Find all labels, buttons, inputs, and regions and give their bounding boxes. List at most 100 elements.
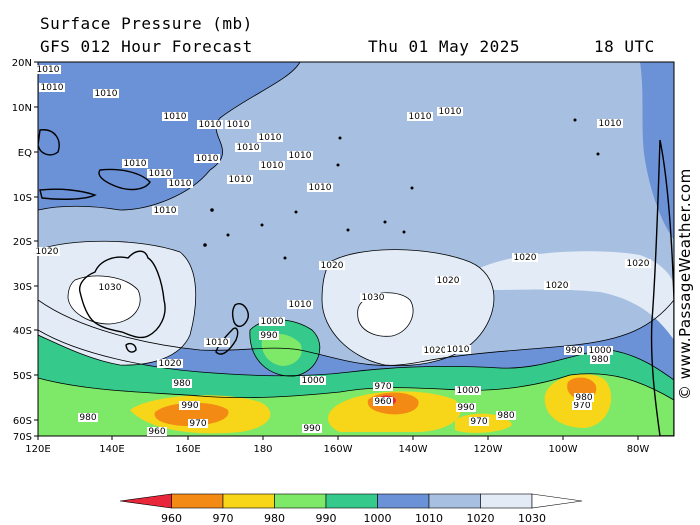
- isobar-label: 1030: [362, 293, 385, 303]
- isobar-label: 980: [575, 393, 592, 403]
- isobar-label: 970: [189, 419, 206, 429]
- isobar-label: 1020: [424, 346, 447, 356]
- isobar-label: 980: [497, 411, 514, 421]
- isobar-label: 1010: [41, 83, 64, 93]
- isobar-label: 1020: [437, 276, 460, 286]
- isobar-label: 1010: [149, 169, 172, 179]
- colorbar-level: 1010: [415, 512, 443, 525]
- coastlines: [38, 129, 674, 436]
- isobar-label: 1010: [237, 143, 260, 153]
- isobar-label: 1010: [599, 119, 622, 129]
- lat-label: 30S: [13, 282, 32, 293]
- colorbar-swatch: [480, 493, 533, 509]
- south-america: [650, 139, 674, 436]
- colorbar-level: 960: [161, 512, 182, 525]
- lat-label: 20N: [12, 58, 32, 69]
- isobar-label: 1010: [37, 65, 60, 75]
- lat-label: 40S: [13, 326, 32, 337]
- isobar-label: 1010: [261, 161, 284, 171]
- new-guinea: [98, 168, 151, 191]
- colorbar-level: 1000: [364, 512, 392, 525]
- isobar-label: 1020: [159, 359, 182, 369]
- isobar-label: 1010: [439, 107, 462, 117]
- low-nz-980: [261, 333, 302, 366]
- isobar-label: 1010: [447, 345, 470, 355]
- lat-label: 70S: [13, 432, 32, 443]
- lon-label: 120E: [25, 444, 50, 455]
- isobar-label: 1010: [95, 89, 118, 99]
- lat-label: EQ: [18, 148, 32, 159]
- isobar-label: 1020: [627, 259, 650, 269]
- forecast-date: Thu 01 May 2025: [368, 37, 520, 56]
- pressure-field: [38, 62, 674, 436]
- isobar-label: 1020: [36, 247, 59, 257]
- isobar-label: 970: [470, 417, 487, 427]
- isobar-label: 1010: [409, 112, 432, 122]
- band-1000-1010-tropics: [38, 62, 300, 210]
- isobar-label: 1010: [289, 151, 312, 161]
- colorbar-swatch: [274, 493, 327, 509]
- colorbar-swatch: [171, 493, 224, 509]
- colorbar-swatch: [119, 493, 172, 509]
- lon-label: 160W: [324, 444, 353, 455]
- isobar-label: 970: [573, 401, 590, 411]
- isobar-label: 1000: [457, 386, 480, 396]
- isobar-label: 980: [173, 379, 190, 389]
- isobar-label: 1010: [206, 338, 229, 348]
- lat-label: 60S: [13, 416, 32, 427]
- isobar-label: 1010: [259, 133, 282, 143]
- isobar-label: 990: [565, 346, 582, 356]
- indonesia: [39, 188, 97, 200]
- isobar-label: 1010: [124, 159, 147, 169]
- isobar-label: 1000: [302, 376, 325, 386]
- colorbar-swatch: [531, 493, 583, 509]
- lon-label: 100W: [549, 444, 578, 455]
- colorbar-level: 990: [316, 512, 337, 525]
- isobar-label: 990: [181, 401, 198, 411]
- isobar-label: 960: [374, 397, 391, 407]
- isobar-label: 1020: [514, 253, 537, 263]
- isobar-label: 1010: [164, 112, 187, 122]
- band-1000-1010-east: [640, 62, 674, 240]
- isobar-label: 980: [79, 413, 96, 423]
- isobar-label: 1010: [169, 179, 192, 189]
- forecast-subtitle: GFS 012 Hour Forecast: [40, 37, 253, 56]
- isobar-label: 1000: [261, 317, 284, 327]
- colorbar-swatch: [428, 493, 481, 509]
- islands: [203, 118, 600, 260]
- isobar-label: 1010: [227, 120, 250, 130]
- colorbar-swatch: [325, 493, 378, 509]
- lat-label: 20S: [13, 237, 32, 248]
- lon-label: 160E: [175, 444, 200, 455]
- latitude-axis: 20N 10N EQ 10S 20S 30S 40S 50S 60S 70S: [12, 58, 38, 443]
- isobar-label: 990: [303, 424, 320, 434]
- isobar-label: 990: [457, 403, 474, 413]
- isobar-label: 970: [374, 382, 391, 392]
- lon-label: 120W: [474, 444, 503, 455]
- high-core-central: [357, 292, 414, 337]
- colorbar-swatch: [377, 493, 430, 509]
- colorbar-level: 970: [213, 512, 234, 525]
- forecast-time: 18 UTC: [594, 37, 655, 56]
- longitude-axis: 120E 140E 160E 180 160W 140W 120W 100W 80W: [25, 436, 649, 455]
- lat-label: 10S: [13, 193, 32, 204]
- australia: [78, 250, 166, 339]
- lon-label: 140W: [399, 444, 428, 455]
- isobar-label: 1010: [309, 183, 332, 193]
- lon-label: 80W: [627, 444, 650, 455]
- isobar-label: 1020: [321, 261, 344, 271]
- band-960-970-a: [154, 402, 229, 426]
- lat-label: 50S: [13, 371, 32, 382]
- isobar-label: 980: [591, 355, 608, 365]
- lat-label: 10N: [12, 103, 32, 114]
- isobar-label: 1010: [289, 300, 312, 310]
- tasmania: [125, 342, 137, 353]
- colorbar-level: 1020: [467, 512, 495, 525]
- new-zealand-north: [231, 303, 249, 328]
- isobar-label: 960: [148, 427, 165, 437]
- colorbar-swatch: [222, 493, 275, 509]
- lon-label: 140E: [99, 444, 124, 455]
- isobar-label: 1020: [546, 281, 569, 291]
- pressure-colorbar: 960 970 980 990 1000 1010 1020 1030: [119, 493, 583, 525]
